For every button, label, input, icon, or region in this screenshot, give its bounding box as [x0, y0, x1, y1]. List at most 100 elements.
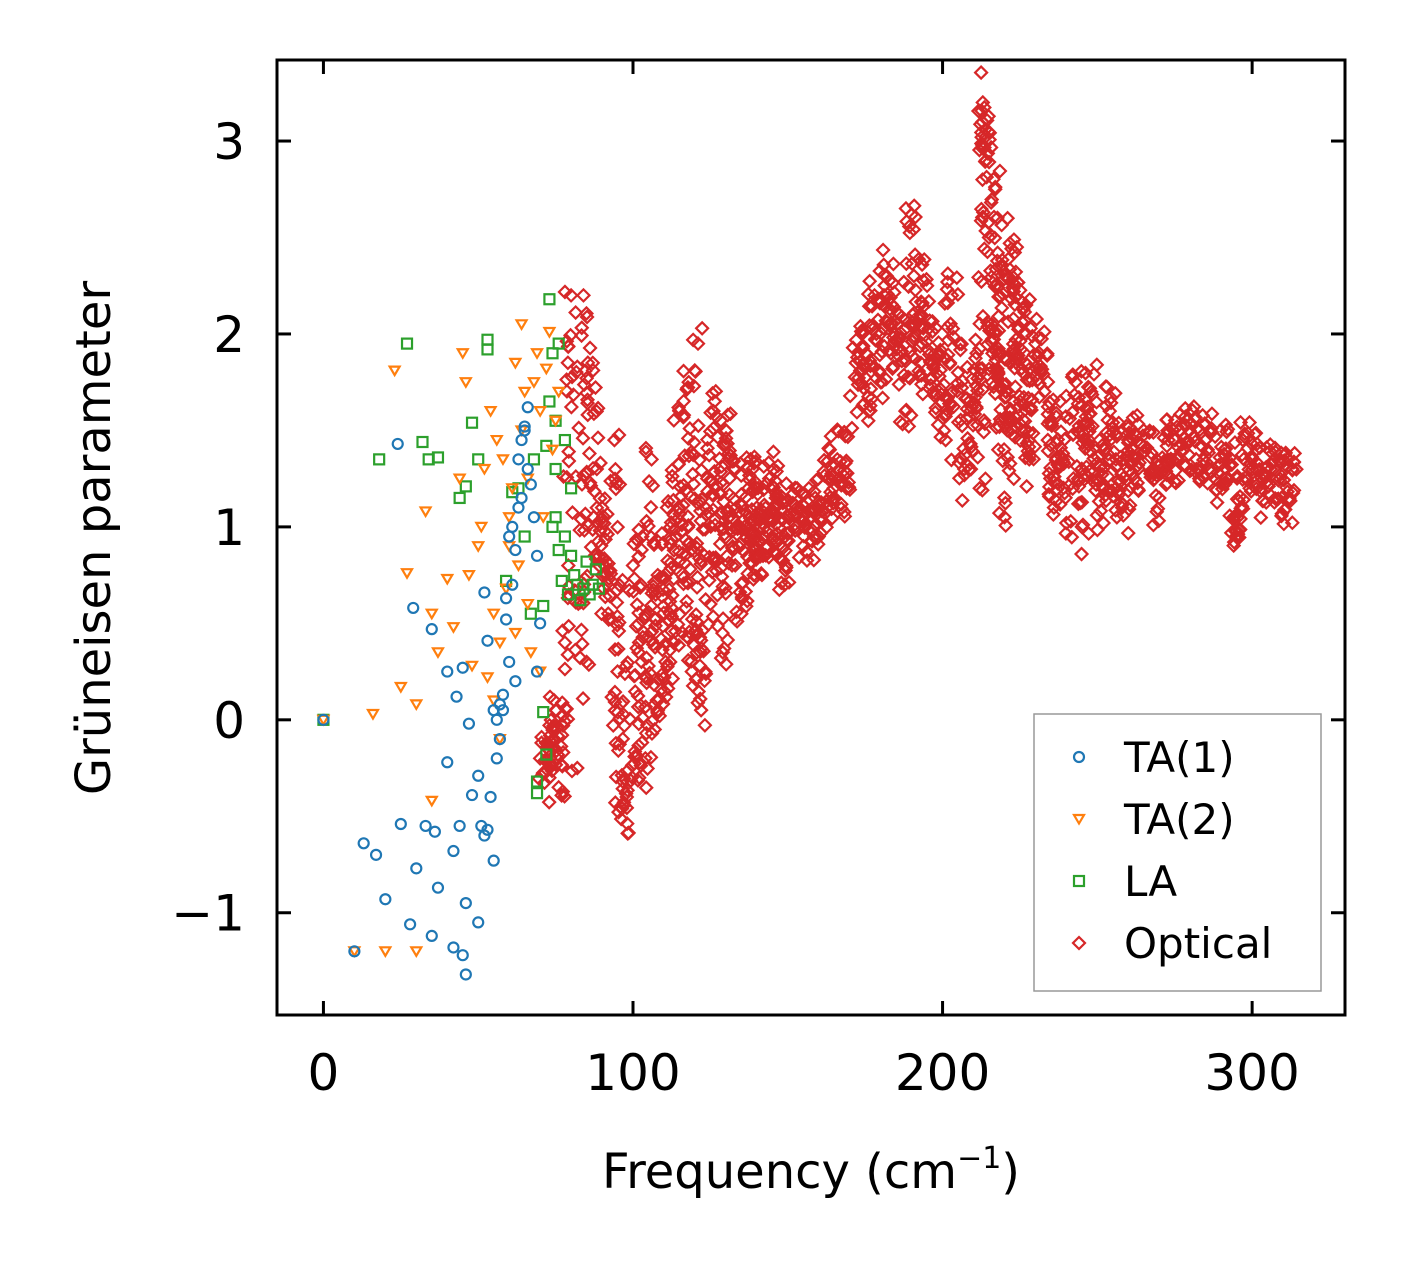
optical-cloud-marker	[655, 582, 671, 598]
optical-cloud-marker	[574, 320, 590, 336]
optical-cloud-marker	[679, 593, 695, 609]
data-point	[518, 420, 531, 433]
optical-cloud-marker	[574, 636, 590, 652]
optical-cloud-marker	[1004, 421, 1020, 437]
optical-cloud-marker	[748, 531, 764, 547]
optical-cloud-marker	[1209, 494, 1225, 511]
data-point	[409, 946, 424, 959]
optical-cloud-marker	[620, 655, 636, 671]
optical-cloud-marker	[972, 372, 988, 388]
data-point	[879, 268, 895, 284]
data-point	[440, 573, 455, 586]
data-point	[619, 789, 635, 805]
data-point	[462, 717, 476, 730]
data-point	[764, 528, 780, 545]
data-point	[478, 829, 491, 842]
optical-cloud-marker	[716, 640, 732, 656]
optical-cloud-marker	[1184, 402, 1200, 419]
optical-cloud-marker	[713, 464, 729, 480]
optical-cloud-marker	[1253, 510, 1269, 526]
x-axis-title-close: )	[1001, 1144, 1020, 1200]
legend-marker-ta-2-	[1072, 813, 1086, 826]
optical-cloud-marker	[826, 456, 842, 472]
data-point	[546, 347, 559, 360]
optical-cloud-marker	[605, 717, 621, 733]
optical-cloud-marker	[633, 577, 649, 593]
data-point	[705, 403, 722, 419]
optical-cloud-marker	[726, 453, 742, 469]
data-point	[369, 848, 383, 861]
optical-cloud-marker	[862, 273, 878, 289]
optical-cloud-marker	[618, 786, 634, 802]
optical-cloud-marker	[719, 436, 736, 452]
optical-cloud-marker	[876, 257, 892, 273]
legend-label-ta1: TA(1)	[1123, 733, 1235, 782]
optical-cloud-marker	[718, 656, 734, 672]
optical-cloud-marker	[842, 388, 858, 404]
data-point	[950, 364, 966, 381]
data-point	[540, 748, 553, 761]
optical-cloud-marker	[608, 769, 624, 785]
optical-cloud-marker	[575, 691, 591, 707]
optical-cloud-marker	[619, 816, 635, 832]
optical-cloud-marker	[1045, 506, 1061, 523]
optical-cloud-marker	[697, 717, 713, 733]
optical-cloud-marker	[1286, 454, 1302, 470]
data-point	[515, 491, 528, 505]
data-point	[357, 837, 370, 850]
optical-cloud-marker	[738, 489, 754, 505]
optical-cloud-marker	[1003, 241, 1020, 257]
optical-cloud-marker	[1201, 445, 1217, 461]
data-point	[564, 482, 578, 495]
optical-cloud-marker	[859, 346, 875, 363]
optical-cloud-marker	[1276, 472, 1292, 488]
optical-cloud-marker	[771, 582, 787, 598]
optical-cloud-marker	[1031, 344, 1047, 361]
optical-cloud-marker	[654, 536, 670, 552]
optical-cloud-marker	[1039, 346, 1055, 362]
optical-cloud-marker	[1093, 503, 1109, 519]
optical-cloud-marker	[627, 667, 643, 683]
data-point	[506, 578, 519, 591]
optical-cloud-marker	[1130, 461, 1147, 477]
optical-cloud-marker	[841, 474, 857, 490]
optical-cloud-marker	[906, 331, 922, 347]
optical-cloud-marker	[705, 502, 721, 518]
optical-cloud-marker	[578, 305, 594, 321]
optical-cloud-marker	[1143, 445, 1159, 461]
data-point	[486, 608, 501, 621]
optical-cloud-marker	[1007, 296, 1023, 313]
data-point	[508, 357, 523, 370]
optical-cloud-marker	[1181, 447, 1197, 463]
data-point	[394, 817, 407, 831]
data-point	[506, 520, 519, 533]
data-point	[613, 799, 629, 815]
optical-cloud-marker	[906, 328, 922, 344]
optical-cloud-marker	[760, 539, 776, 555]
optical-cloud-marker	[979, 244, 996, 260]
data-point	[969, 345, 985, 361]
optical-cloud-marker	[990, 341, 1007, 357]
optical-cloud-marker	[676, 393, 692, 409]
optical-cloud-marker	[697, 521, 713, 537]
optical-cloud-marker	[780, 533, 796, 549]
data-point	[944, 287, 960, 303]
legend: TA(1) TA(2) LA Optical	[1033, 713, 1322, 992]
optical-cloud-marker	[862, 357, 878, 373]
data-point	[546, 520, 559, 533]
data-point	[527, 453, 541, 466]
data-point	[458, 377, 473, 389]
data-point	[1095, 515, 1112, 531]
data-point	[1003, 355, 1019, 371]
optical-cloud-marker	[1197, 448, 1213, 464]
optical-cloud-marker	[1065, 427, 1081, 443]
optical-cloud-marker	[715, 611, 731, 627]
optical-cloud-marker	[1022, 291, 1038, 308]
optical-cloud-marker	[942, 356, 958, 372]
optical-cloud-marker	[683, 489, 699, 505]
data-point	[428, 825, 441, 838]
optical-cloud-marker	[1118, 418, 1134, 434]
data-point	[508, 627, 523, 640]
optical-cloud-marker	[822, 484, 839, 500]
optical-cloud-marker	[913, 367, 929, 384]
